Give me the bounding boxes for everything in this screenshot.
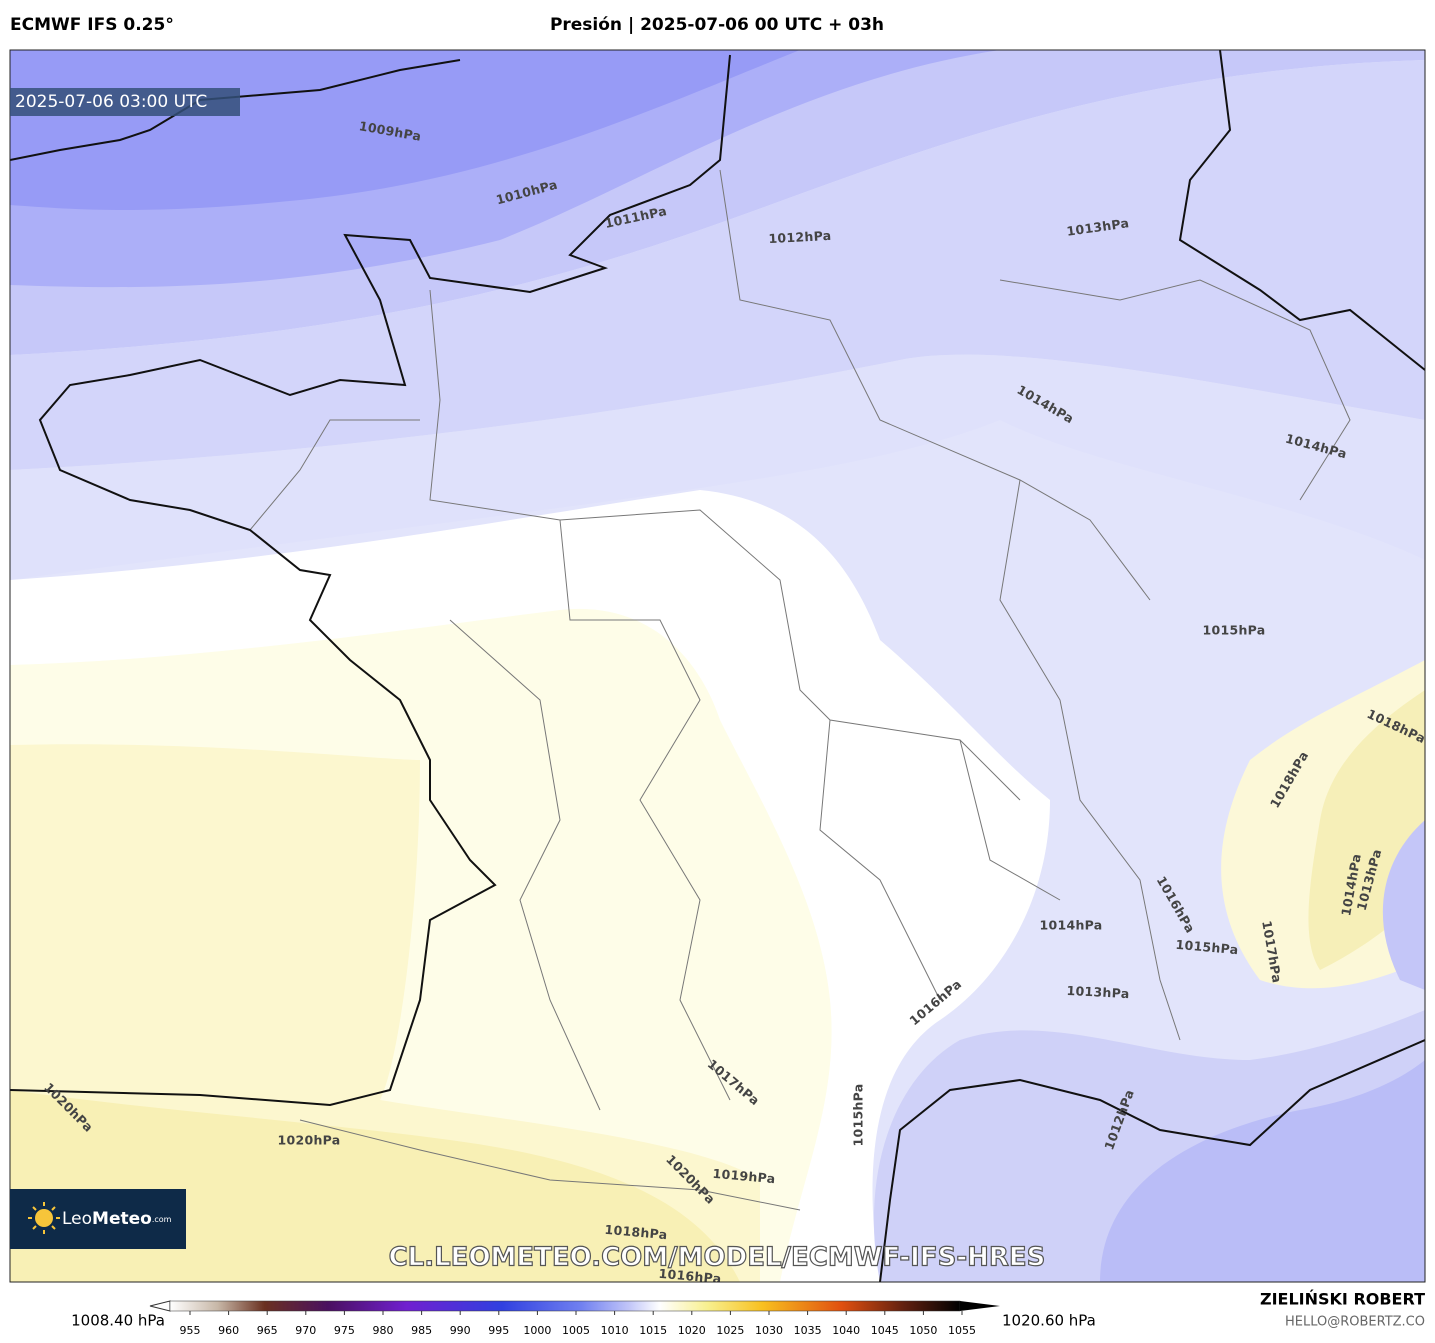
colorbar-tick-label: 1025 <box>716 1324 744 1337</box>
map-frame <box>9 49 1426 1283</box>
colorbar-max: 1020.60 hPa <box>1002 1312 1096 1330</box>
colorbar-min-arrow <box>149 1300 171 1312</box>
colorbar-tick-label: 1015 <box>639 1324 667 1337</box>
pressure-band <box>1382 820 1425 990</box>
contour-label: 1015hPa <box>851 1083 866 1146</box>
colorbar-tick-label: 965 <box>257 1324 278 1337</box>
logo-suffix: .com <box>152 1215 172 1224</box>
pressure-band <box>10 354 1425 580</box>
model-name: ECMWF IFS 0.25° <box>10 15 174 35</box>
pressure-band <box>1100 1060 1425 1282</box>
map-title: Presión | 2025-07-06 00 UTC + 03h <box>550 15 884 35</box>
colorbar-tick-label: 1000 <box>523 1324 551 1337</box>
colorbar-tick-label: 1055 <box>948 1324 976 1337</box>
colorbar-tick-label: 995 <box>488 1324 509 1337</box>
colorbar-tick-label: 1030 <box>755 1324 783 1337</box>
colorbar-tick-label: 980 <box>373 1324 394 1337</box>
region-borders <box>249 169 1351 1211</box>
contour-label: 1016hPa <box>658 1266 722 1286</box>
colorbar-tick-label: 960 <box>218 1324 239 1337</box>
colorbar-tick-label: 1040 <box>832 1324 860 1337</box>
contour-label: 1018hPa <box>604 1222 668 1242</box>
colorbar-tick-label: 1020 <box>678 1324 706 1337</box>
logo-sun <box>28 1202 60 1234</box>
colorbar-tick-label: 990 <box>450 1324 471 1337</box>
contour-label: 1013hPa <box>1066 983 1130 1001</box>
colorbar <box>169 1300 961 1312</box>
colorbar-min: 1008.40 hPa <box>71 1312 165 1330</box>
contour-label: 1015hPa <box>1202 623 1265 638</box>
contour-label: 1012hPa <box>768 228 832 246</box>
contour-label: 1020hPa <box>277 1133 340 1148</box>
colorbar-tick-label: 975 <box>334 1324 355 1337</box>
timestamp-box <box>10 88 240 116</box>
pressure-band <box>10 60 1425 470</box>
colorbar-tick-label: 970 <box>295 1324 316 1337</box>
colorbar-tick-label: 1045 <box>871 1324 899 1337</box>
colorbar-tick-label: 1010 <box>601 1324 629 1337</box>
colorbar-tick-label: 985 <box>411 1324 432 1337</box>
logo-text: LeoMeteo.com <box>62 1209 172 1229</box>
contour-label: 1015hPa <box>1175 937 1239 957</box>
colorbar-ticks: 955 960 965 970 975 980 985 990 995 1000 1005 1010 1… <box>180 1311 976 1337</box>
watermark: CL.LEOMETEO.COM/MODEL/ECMWF-IFS-HRES <box>389 1243 1046 1273</box>
colorbar-tick-label: 1035 <box>794 1324 822 1337</box>
timestamp: 2025-07-06 03:00 UTC <box>15 92 207 112</box>
contour-label: 1014hPa <box>1039 918 1102 933</box>
pressure-band <box>10 1090 740 1282</box>
contour-label: 1019hPa <box>712 1166 776 1186</box>
colorbar-tick-label: 1005 <box>562 1324 590 1337</box>
colorbar-tick-label: 955 <box>180 1324 201 1337</box>
logo-leo: Leo <box>62 1209 92 1229</box>
logo-meteo: Meteo <box>92 1209 152 1229</box>
colorbar-tick-label: 1050 <box>909 1324 937 1337</box>
colorbar-max-arrow <box>960 1301 1000 1311</box>
credit-email: HELLO@ROBERTZ.CO <box>1285 1315 1425 1330</box>
credit-author: ZIELIŃSKI ROBERT <box>1260 1290 1425 1309</box>
